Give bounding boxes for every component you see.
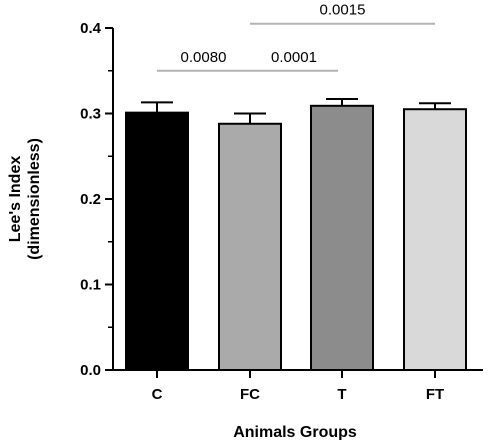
x-tick-label: FT [426,386,444,403]
bar-t [310,104,374,372]
y-tick-label: 0.3 [80,106,101,123]
p-value-label: 0.0080 [181,49,227,66]
x-tick-label: FC [240,386,260,403]
significance-brackets: 0.0080 0.0001 0.0015 [157,2,435,72]
y-axis-title-line: (dimensionless) [26,138,43,260]
bar-ft [403,108,467,371]
x-axis: C FC T FT [112,369,483,403]
y-tick-label: 0.2 [80,191,101,208]
y-tick-label: 0.1 [80,277,101,294]
y-tick-label: 0.4 [80,20,102,37]
bars [125,97,467,372]
x-tick-label: C [152,386,163,403]
bar-c [125,111,189,372]
y-axis: 0.0 0.1 0.2 0.3 0.4 [80,20,114,379]
p-value-label: 0.0001 [271,49,317,66]
x-axis-title: Animals Groups [233,424,357,440]
bar-fc [218,122,282,372]
y-axis-title-line: Lee's Index [7,156,24,243]
p-value-label: 0.0015 [320,2,366,19]
x-tick-label: T [337,386,346,403]
y-axis-title: Lee's Index (dimensionless) [7,138,43,260]
y-tick-label: 0.0 [80,362,101,379]
